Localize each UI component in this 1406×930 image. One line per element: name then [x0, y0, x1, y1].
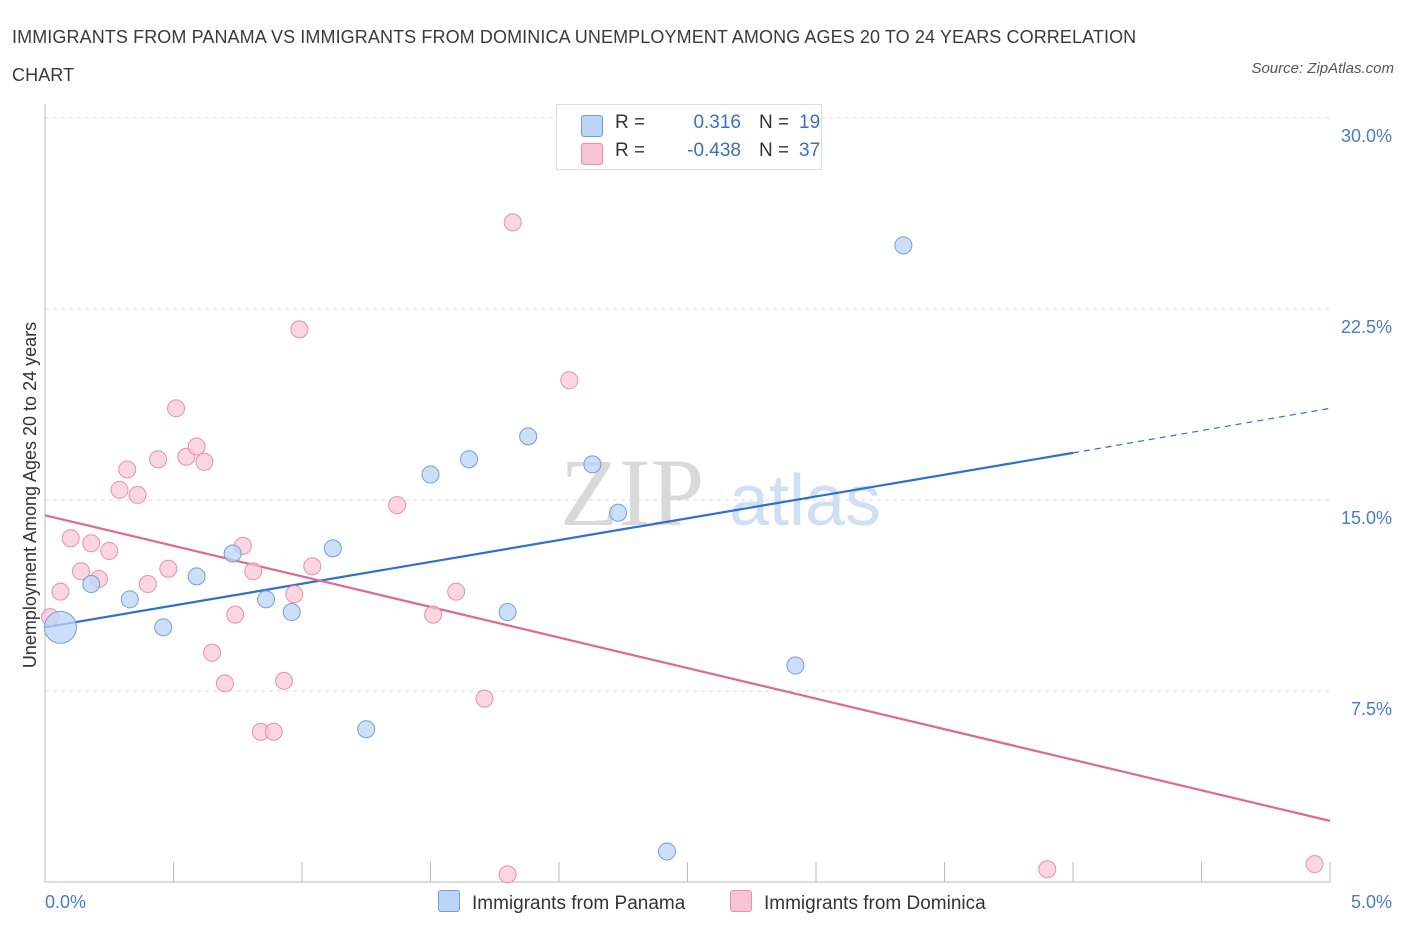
- panama-point: [609, 503, 628, 522]
- dominica-point: [203, 643, 222, 662]
- panama-point: [498, 603, 517, 622]
- panama-point: [282, 603, 301, 622]
- panama-point: [421, 465, 440, 484]
- r-label: R =: [615, 112, 646, 133]
- dominica-point: [226, 605, 245, 624]
- panama-point: [357, 720, 376, 739]
- dominica-point: [51, 582, 70, 601]
- dominica-point: [244, 562, 263, 581]
- r-value: -0.438: [687, 140, 741, 161]
- panama-point: [323, 539, 342, 558]
- dominica-point: [447, 582, 466, 601]
- panama-point: [187, 567, 206, 586]
- y-tick-label: 30.0%: [1341, 126, 1392, 146]
- dominica-point: [128, 485, 147, 504]
- dominica-point: [118, 460, 137, 479]
- watermark: ZIP atlas: [560, 439, 881, 546]
- axes: [44, 104, 1331, 883]
- dominica-point: [215, 674, 234, 693]
- r-value: 0.316: [693, 112, 741, 133]
- dominica-point: [290, 320, 309, 339]
- panama-legend-swatch: [438, 890, 460, 912]
- dominica-point: [560, 371, 579, 390]
- dominica-point: [110, 480, 129, 499]
- chart-title: IMMIGRANTS FROM PANAMA VS IMMIGRANTS FRO…: [12, 27, 1137, 85]
- dominica-point: [285, 585, 304, 604]
- legend-item-panama: Immigrants from Panama: [438, 890, 685, 915]
- legend-label-dominica: Immigrants from Dominica: [764, 893, 986, 914]
- dominica-point: [138, 575, 157, 594]
- dominica-point: [82, 534, 101, 553]
- dominica-point: [61, 529, 80, 548]
- y-tick-label: 7.5%: [1351, 699, 1392, 719]
- panama-point: [120, 590, 139, 609]
- panama-point: [257, 590, 276, 609]
- tick-labels: 7.5% 15.0% 22.5% 30.0% 0.0% 5.0%: [45, 126, 1392, 912]
- dominica-point: [303, 557, 322, 576]
- watermark-zip: ZIP: [560, 439, 704, 546]
- dominica-point: [1038, 860, 1057, 879]
- dominica-point: [475, 689, 494, 708]
- dominica-point: [264, 722, 283, 741]
- panama-trend-line: [44, 451, 1074, 629]
- n-value: 19: [799, 112, 821, 133]
- dominica-point: [503, 213, 522, 232]
- y-tick-label: 22.5%: [1341, 317, 1392, 337]
- n-value: 37: [799, 140, 821, 161]
- panama-trend-extension: [1072, 407, 1331, 454]
- dominica-point: [149, 450, 168, 469]
- watermark-atlas: atlas: [729, 461, 881, 541]
- r-label: R =: [615, 140, 646, 161]
- legend-item-dominica: Immigrants from Dominica: [730, 890, 986, 915]
- source-label: Source: ZipAtlas.com: [1251, 60, 1394, 77]
- panama-point: [223, 544, 242, 563]
- panama-point: [154, 618, 173, 637]
- grid-lines: [45, 117, 1330, 692]
- panama-point: [894, 236, 913, 255]
- dominica-point: [498, 865, 517, 884]
- panama-swatch: [581, 115, 603, 137]
- dominica-point: [167, 399, 186, 418]
- dominica-point: [100, 541, 119, 560]
- dominica-point: [187, 437, 206, 456]
- panama-point: [82, 575, 101, 594]
- panama-point: [519, 427, 538, 446]
- panama-point: [657, 842, 676, 861]
- dominica-trend-line: [44, 514, 1331, 822]
- dominica-point: [159, 559, 178, 578]
- dominica-legend-swatch: [730, 890, 752, 912]
- n-label: N =: [759, 112, 790, 133]
- dominica-swatch: [581, 143, 603, 165]
- dominica-point: [71, 562, 90, 581]
- dominica-point: [195, 452, 214, 471]
- correlation-legend: R = 0.316 N = 19 R = -0.438 N = 37: [556, 104, 822, 170]
- y-tick-label: 15.0%: [1341, 508, 1392, 528]
- panama-point: [43, 610, 77, 644]
- data-points: [41, 213, 1324, 884]
- dominica-point: [275, 671, 294, 690]
- y-axis-title: Unemployment Among Ages 20 to 24 years: [20, 322, 40, 668]
- panama-point: [460, 450, 479, 469]
- x-tick-label: 5.0%: [1351, 892, 1392, 912]
- panama-point: [786, 656, 805, 675]
- x-tick-label: 0.0%: [45, 892, 86, 912]
- legend-label-panama: Immigrants from Panama: [472, 893, 686, 914]
- n-label: N =: [759, 140, 790, 161]
- dominica-point: [424, 605, 443, 624]
- dominica-point: [388, 496, 407, 515]
- dominica-point: [1305, 855, 1324, 874]
- panama-point: [583, 455, 602, 474]
